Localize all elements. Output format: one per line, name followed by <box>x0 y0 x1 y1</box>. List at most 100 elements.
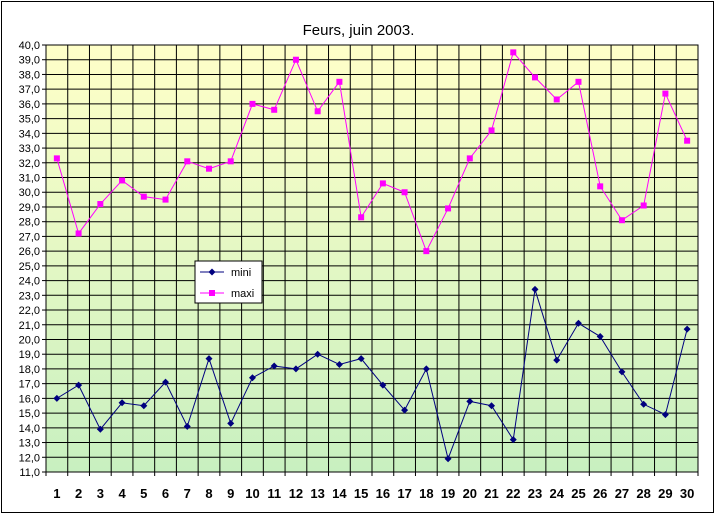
y-tick-label: 36,0 <box>19 99 40 111</box>
data-point-maxi <box>510 49 517 56</box>
data-point-mini <box>75 381 83 389</box>
x-tick-label: 15 <box>354 486 368 501</box>
y-tick-label: 17,0 <box>19 379 40 391</box>
data-point-maxi <box>206 165 212 172</box>
data-point-mini <box>227 419 235 427</box>
data-point-maxi <box>553 96 560 103</box>
data-point-mini <box>292 365 300 373</box>
data-point-mini <box>618 368 626 376</box>
x-tick-label: 25 <box>571 486 585 501</box>
y-tick-label: 30,0 <box>19 187 40 199</box>
data-point-mini <box>488 402 496 410</box>
data-point-mini <box>661 411 669 419</box>
data-point-mini <box>531 285 539 293</box>
data-point-maxi <box>271 106 278 113</box>
x-tick-label: 29 <box>658 486 672 501</box>
x-tick-label: 12 <box>289 486 303 501</box>
data-point-maxi <box>53 155 60 162</box>
data-point-maxi <box>575 78 582 85</box>
x-tick-label: 13 <box>310 486 324 501</box>
y-tick-label: 25,0 <box>19 261 40 273</box>
data-point-mini <box>118 399 126 407</box>
data-point-mini <box>466 397 474 405</box>
y-tick-label: 22,0 <box>19 305 40 317</box>
data-point-mini <box>574 319 582 327</box>
data-point-maxi <box>379 180 386 187</box>
data-point-mini <box>509 436 517 444</box>
data-point-mini <box>379 381 387 389</box>
y-axis: 11,0 12,0 13,0 14,0 15,0 16,0 17,0 18,0 19,0 20,0… <box>19 40 46 479</box>
data-point-mini <box>53 394 61 402</box>
data-point-maxi <box>119 177 126 184</box>
x-tick-label: 7 <box>184 486 191 501</box>
x-tick-label: 28 <box>636 486 650 501</box>
data-point-maxi <box>97 201 104 208</box>
data-point-mini <box>205 355 213 363</box>
y-tick-label: 40,0 <box>19 40 40 52</box>
data-point-maxi <box>292 56 299 63</box>
data-point-maxi <box>249 100 256 107</box>
data-point-mini <box>596 333 604 341</box>
y-tick-label: 38,0 <box>19 69 40 81</box>
data-point-maxi <box>488 127 495 134</box>
data-point-maxi <box>597 183 604 190</box>
x-tick-label: 9 <box>227 486 234 501</box>
x-tick-label: 19 <box>441 486 455 501</box>
x-tick-label: 8 <box>205 486 212 501</box>
series-line-mini <box>56 289 688 461</box>
x-tick-label: 30 <box>680 486 694 501</box>
x-tick-label: 1 <box>53 486 60 501</box>
x-tick-label: 27 <box>615 486 629 501</box>
y-tick-label: 31,0 <box>19 173 40 185</box>
x-tick-label: 5 <box>140 486 147 501</box>
data-point-maxi <box>314 108 321 115</box>
y-tick-label: 29,0 <box>19 202 40 214</box>
series-line-maxi <box>56 51 688 253</box>
y-tick-label: 15,0 <box>19 408 40 420</box>
y-tick-label: 37,0 <box>19 84 40 96</box>
data-point-maxi <box>618 217 625 224</box>
y-tick-label: 32,0 <box>19 158 40 170</box>
legend: mini maxi <box>194 260 263 304</box>
series-mini <box>53 285 691 463</box>
y-tick-label: 24,0 <box>19 276 40 288</box>
data-point-maxi <box>184 158 191 165</box>
y-tick-label: 20,0 <box>19 334 40 346</box>
data-point-maxi <box>466 155 473 162</box>
x-tick-label: 4 <box>118 486 126 501</box>
y-tick-label: 28,0 <box>19 217 40 229</box>
y-tick-label: 26,0 <box>19 246 40 258</box>
y-tick-label: 39,0 <box>19 55 40 67</box>
data-point-mini <box>140 402 148 410</box>
legend-label: maxi <box>231 288 254 300</box>
y-tick-label: 13,0 <box>19 438 40 450</box>
data-point-maxi <box>75 230 82 237</box>
chart-title: Feurs, juin 2003. <box>302 22 415 39</box>
x-tick-label: 10 <box>245 486 259 501</box>
data-point-maxi <box>662 90 669 97</box>
data-point-maxi <box>162 196 169 203</box>
y-tick-label: 27,0 <box>19 231 40 243</box>
data-point-maxi <box>336 78 343 85</box>
legend-label: mini <box>231 267 251 279</box>
data-point-mini <box>248 374 256 382</box>
y-tick-label: 11,0 <box>19 467 40 479</box>
x-tick-label: 16 <box>376 486 390 501</box>
y-tick-label: 12,0 <box>19 452 40 464</box>
y-tick-label: 18,0 <box>19 364 40 376</box>
x-tick-label: 17 <box>397 486 411 501</box>
data-point-mini <box>357 355 365 363</box>
x-tick-label: 3 <box>97 486 104 501</box>
x-tick-label: 14 <box>332 486 347 501</box>
x-tick-label: 6 <box>162 486 169 501</box>
data-point-maxi <box>445 205 452 212</box>
data-point-mini <box>640 400 648 408</box>
data-point-maxi <box>401 189 408 196</box>
data-point-mini <box>270 362 278 370</box>
data-point-mini <box>444 455 452 463</box>
x-tick-label: 21 <box>484 486 498 501</box>
y-tick-label: 14,0 <box>19 423 40 435</box>
y-tick-label: 19,0 <box>19 349 40 361</box>
legend-marker <box>209 290 215 296</box>
